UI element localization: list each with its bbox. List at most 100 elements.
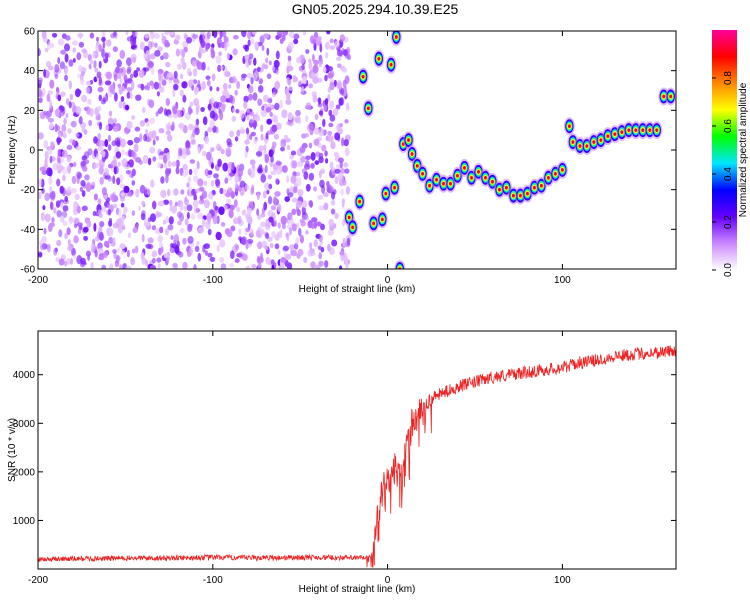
spectrogram-noise-blob [133, 137, 140, 144]
spectrogram-noise-blob [151, 82, 155, 90]
spectrogram-noise-blob [107, 117, 114, 126]
spectrogram-noise-blob [311, 222, 315, 230]
spectrogram-noise-blob [251, 184, 255, 194]
spectrogram-noise-blob [119, 78, 123, 84]
spectrogram-noise-blob [149, 264, 157, 269]
spectrogram-noise-blob [56, 210, 62, 218]
spectrogram-noise-blob [287, 41, 294, 50]
signal-trace-point [394, 260, 406, 269]
spectrogram-noise-blob [205, 75, 211, 80]
spectrogram-noise-blob [241, 73, 247, 79]
spectrogram-noise-blob [87, 54, 93, 61]
spectrogram-noise-blob [295, 200, 303, 208]
spectrogram-noise-blob [245, 145, 249, 153]
spectrogram-noise-blob [167, 160, 172, 168]
spectrogram-noise-blob [239, 180, 246, 188]
chart-title: GN05.2025.294.10.39.E25 [291, 1, 459, 17]
spectrogram-noise-blob [54, 64, 60, 73]
spectrogram-noise-blob [71, 101, 76, 108]
spectrogram-noise-blob [131, 248, 136, 254]
spectrogram-noise-blob [346, 237, 351, 246]
spectrogram-noise-blob [63, 117, 67, 125]
spectrogram-noise-blob [72, 58, 76, 63]
spectrogram-noise-blob [297, 189, 304, 197]
spectrogram-noise-blob [81, 71, 85, 76]
spectrogram-noise-blob [247, 168, 252, 176]
spectrogram-noise-blob [286, 120, 292, 126]
spectrogram-noise-blob [222, 162, 229, 172]
spectrogram-noise-blob [321, 169, 325, 175]
spectrogram-noise-blob [73, 161, 77, 168]
spectrogram-noise-blob [57, 38, 65, 46]
spectrogram-noise-blob [54, 123, 58, 133]
spectrogram-noise-blob [264, 154, 270, 164]
spectrogram-noise-blob [38, 178, 43, 187]
spectrogram-noise-blob [190, 138, 196, 145]
spectrogram-noise-blob [120, 250, 126, 255]
spectrogram-noise-blob [204, 168, 210, 177]
x-tick-label: -200 [28, 275, 48, 286]
spectrogram-noise-blob [85, 81, 91, 86]
spectrogram-noise-blob [282, 245, 289, 252]
spectrogram-noise-blob [203, 199, 210, 209]
spectrogram-noise-blob [64, 195, 68, 202]
spectrogram-noise-blob [109, 193, 115, 200]
spectrogram-noise-blob [257, 168, 263, 174]
spectrogram-noise-blob [247, 72, 253, 79]
spectrogram-noise-blob [135, 188, 140, 198]
spectrogram-noise-blob [181, 151, 187, 160]
spectrogram-noise-blob [149, 117, 156, 124]
spectrogram-noise-blob [202, 116, 208, 126]
spectrogram-noise-blob [147, 188, 151, 196]
spectrogram-noise-blob [224, 42, 228, 51]
spectrogram-noise-blob [192, 34, 199, 39]
spectrogram-noise-blob [232, 75, 237, 84]
spectrogram-noise-blob [38, 191, 42, 200]
spectrogram-noise-blob [304, 215, 309, 221]
spectrogram-noise-blob [177, 220, 182, 226]
spectrogram-noise-blob [44, 150, 49, 160]
spectrogram-noise-blob [157, 235, 163, 243]
spectrogram-noise-blob [71, 247, 76, 257]
spectrogram-noise-blob [131, 81, 135, 90]
spectrogram-noise-blob [232, 48, 238, 56]
spectrogram-noise-blob [313, 138, 320, 146]
spectrogram-noise-blob [187, 236, 194, 244]
signal-trace-point [368, 214, 380, 233]
colorbar: 0.0 0.2 0.4 0.6 0.8 Normalized spectral ampl… [712, 30, 749, 277]
spectrogram-noise-blob [275, 177, 279, 185]
spectrogram-noise-blob [215, 179, 220, 187]
spectrogram-noise-blob [168, 114, 173, 119]
spectrogram-noise-blob [110, 160, 118, 168]
spectrogram-noise-blob [63, 260, 68, 267]
spectrogram-noise-blob [104, 139, 109, 148]
spectrogram-noise-blob [268, 149, 274, 157]
spectrogram-noise-blob [209, 110, 216, 119]
spectrogram-noise-blob [44, 192, 50, 202]
spectrogram-noise-blob [266, 73, 272, 79]
spectrogram-noise-blob [133, 143, 139, 153]
spectrogram-noise-blob [289, 244, 295, 250]
spectrogram-noise-blob [232, 107, 236, 113]
spectrogram-noise-blob [189, 159, 196, 164]
spectrogram-noise-blob [316, 77, 323, 83]
spectrogram-noise-blob [66, 227, 71, 236]
spectrogram-noise-blob [192, 68, 198, 77]
spectrogram-noise-blob [329, 247, 335, 256]
spectrogram-noise-blob [213, 101, 220, 109]
spectrogram-noise-blob [271, 264, 275, 269]
spectrogram-noise-blob [336, 82, 342, 90]
spectrogram-noise-blob [250, 37, 255, 45]
spectrogram-noise-blob [313, 31, 319, 39]
spectrogram-noise-blob [88, 119, 93, 127]
spectrogram-noise-blob [261, 45, 265, 51]
spectrogram-noise-blob [54, 108, 61, 118]
spectrogram-noise-blob [262, 190, 267, 199]
spectrogram-noise-blob [147, 157, 152, 166]
spectrogram-noise-blob [68, 59, 74, 67]
spectrogram-noise-blob [327, 229, 334, 236]
spectrogram-noise-blob [317, 35, 322, 42]
spectrogram-noise-blob [67, 165, 72, 174]
spectrogram-noise-blob [81, 94, 88, 103]
spectrogram-noise-blob [219, 111, 224, 121]
